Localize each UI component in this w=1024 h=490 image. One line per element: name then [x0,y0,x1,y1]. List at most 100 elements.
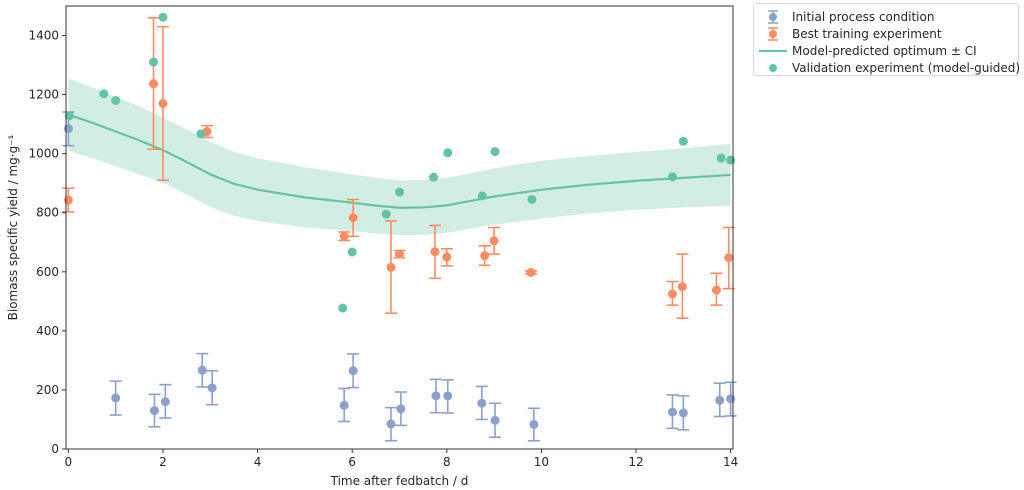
validation-point [667,172,677,182]
legend-line-icon [754,42,792,60]
x-tick-label: 2 [159,455,167,469]
confidence-band-layer [68,78,731,236]
initial-process-marker [667,407,677,417]
best-training-marker [395,249,404,259]
y-axis-label: Biomass specific yield / mg·g⁻¹ [6,134,20,320]
validation-point [716,153,726,163]
best-training-marker [677,282,687,292]
best-training-point [393,249,406,259]
model-line [68,113,731,209]
best-training-marker [63,195,73,205]
initial-process-point [384,406,397,442]
legend-item-best: Best training experiment [754,25,1018,43]
validation-point [395,187,404,197]
validation-point [429,172,439,182]
y-tick-label: 1400 [28,29,59,43]
y-tick-label: 800 [36,206,59,220]
legend-errorbar-marker-icon [754,8,792,26]
validation-point [347,247,357,257]
best-training-point [338,231,351,242]
y-tick-label: 200 [36,383,59,397]
best-training-marker [711,285,721,295]
best-training-point [488,226,501,255]
initial-process-marker [678,408,688,418]
validation-point [338,303,348,313]
initial-process-point [347,353,360,389]
legend-label: Best training experiment [792,27,942,41]
initial-process-point [429,378,442,414]
initial-process-marker [443,391,453,401]
validation-point [158,12,168,22]
y-tick-label: 400 [36,324,59,338]
initial-process-point [206,369,219,406]
best-training-point [384,220,397,314]
initial-process-point [489,402,502,438]
initial-process-marker [477,398,487,408]
initial-process-point [677,395,690,431]
best-training-point [440,247,453,267]
best-training-point [147,17,160,151]
best-training-point [666,280,679,306]
initial-process-marker [111,393,121,403]
initial-process-point [148,393,161,428]
x-tick-label: 12 [628,455,643,469]
best-training-marker [348,213,358,223]
initial-process-marker [396,404,406,414]
x-tick-label: 10 [534,455,549,469]
initial-process-point [527,407,540,442]
x-tick-label: 14 [723,455,738,469]
best-training-point [478,245,491,267]
best-training-point [156,25,169,182]
validation-point [527,194,537,204]
best-training-point [525,267,538,277]
y-tick-label: 1200 [28,88,59,102]
best-training-point [62,187,75,213]
y-tick-label: 1000 [28,147,59,161]
initial-process-point [475,385,488,421]
legend: Initial process condition Best training … [753,3,1021,77]
initial-process-marker [715,395,725,405]
best-training-marker [149,79,159,89]
initial-process-marker [149,406,159,416]
legend-label: Validation experiment (model-guided) [792,61,1021,75]
initial-process-marker [726,394,736,404]
validation-point [111,96,121,106]
legend-item-model: Model-predicted optimum ± CI [754,42,1018,60]
initial-process-point [713,382,726,418]
confidence-band [68,78,731,236]
x-tick-label: 8 [443,455,451,469]
validation-layer [64,12,736,313]
initial-process-marker [348,366,358,376]
validation-point [99,89,109,99]
validation-point [477,191,487,201]
legend-item-validation: Validation experiment (model-guided) [754,59,1021,77]
x-axis-label: Time after fedbatch / d [330,474,469,488]
validation-point [64,111,74,121]
initial-process-point [666,394,679,430]
initial-process-marker [197,365,207,375]
validation-point [196,129,206,139]
initial-process-marker [160,397,170,407]
initial-process-point [338,387,351,423]
validation-point [726,155,736,165]
legend-label: Initial process condition [792,10,935,24]
initial-process-marker [490,415,500,425]
best-training-marker [158,98,168,108]
initial-process-marker [529,419,539,429]
y-tick-label: 600 [36,265,59,279]
y-tick-label: 0 [51,442,59,456]
x-tick-label: 0 [65,455,73,469]
x-tick-label: 6 [348,455,356,469]
best-training-marker [339,231,349,241]
initial-process-marker [386,419,396,429]
initial-process-marker [339,400,349,410]
initial-process-point [394,391,407,427]
validation-point [149,57,159,67]
best-training-point [710,272,723,306]
initial-process-point [196,352,209,388]
initial-process-marker [431,391,441,401]
model-line-layer [68,113,731,209]
legend-dot-icon [754,59,792,77]
legend-errorbar-marker-icon [754,25,792,43]
